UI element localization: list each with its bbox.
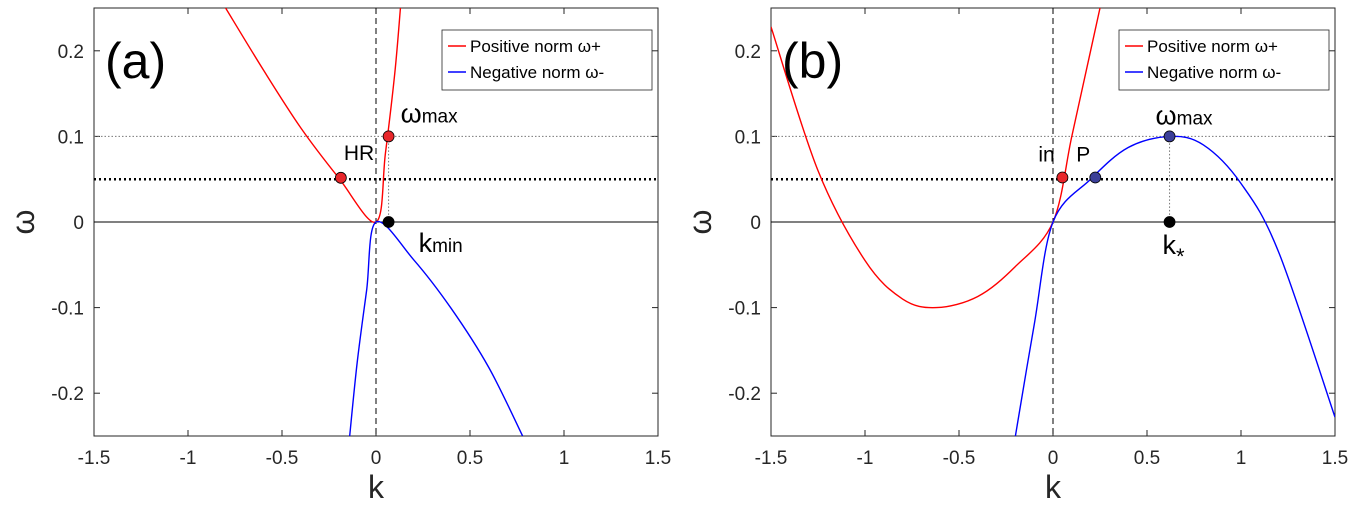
data-point	[334, 171, 347, 184]
legend: Positive norm ω+ Negative norm ω-	[1118, 29, 1330, 91]
y-axis-label: ω	[5, 210, 41, 235]
legend-entry: Positive norm ω+	[1147, 37, 1278, 56]
series-negative-norm	[348, 220, 524, 436]
point-label: P	[1076, 143, 1090, 166]
legend: Positive norm ω+ Negative norm ω-	[441, 29, 653, 91]
plot-content	[771, 8, 1335, 436]
y-axis-label: ω	[682, 210, 718, 235]
y-tick-label: 0	[73, 213, 84, 234]
data-point	[382, 216, 395, 228]
x-tick-label: 1	[1236, 448, 1247, 469]
x-tick-label: 0	[371, 448, 382, 469]
x-tick-label: 0	[1048, 448, 1059, 469]
panel-label: (a)	[105, 33, 166, 89]
point-label-k: k	[419, 228, 433, 258]
x-tick-label: 1	[559, 448, 570, 469]
legend-entry: Negative norm ω-	[1147, 63, 1281, 82]
x-axis-label: k	[368, 469, 385, 505]
y-tick-label: 0	[750, 213, 761, 234]
x-tick-label: -1.5	[78, 448, 111, 469]
point-label-omega: ω	[401, 98, 422, 128]
point-label-sub: max	[422, 106, 458, 127]
x-tick-label: -1.5	[755, 448, 788, 469]
x-axis-label: k	[1045, 469, 1062, 505]
x-tick-label: -0.5	[266, 448, 299, 469]
series-negative-norm	[1014, 135, 1335, 436]
point-label-sub: min	[432, 236, 463, 257]
data-point	[1163, 216, 1176, 228]
point-label-omega: ω	[1156, 100, 1177, 130]
series-positive-norm	[771, 8, 1101, 309]
x-tick-label: 0.5	[457, 448, 483, 469]
legend-box	[1118, 29, 1330, 91]
y-tick-label: -0.1	[51, 299, 84, 320]
panel-label: (b)	[782, 33, 843, 89]
y-tick-label: -0.2	[51, 384, 84, 405]
plot-content	[94, 8, 658, 436]
x-tick-label: 1.5	[645, 448, 671, 469]
data-point	[1089, 171, 1102, 184]
point-label: kmin	[419, 228, 463, 258]
point-label-sub: *	[1176, 244, 1185, 269]
point-label: ωmax	[401, 98, 458, 128]
x-tick-label: 0.5	[1134, 448, 1160, 469]
x-tick-label: 1.5	[1322, 448, 1348, 469]
x-tick-label: -0.5	[943, 448, 976, 469]
point-label: k*	[1163, 230, 1186, 269]
y-tick-label: 0.2	[735, 42, 761, 63]
legend-entry: Positive norm ω+	[470, 37, 601, 56]
data-point	[1163, 130, 1176, 143]
series-positive-norm	[225, 8, 402, 223]
y-tick-label: -0.2	[728, 384, 761, 405]
legend-box	[441, 29, 653, 91]
point-label: in	[1038, 143, 1054, 166]
y-tick-label: 0.1	[735, 127, 761, 148]
point-label: ωmax	[1156, 100, 1213, 130]
chart-panel-a: -1.5 -1 -0.5 0 0.5 1 1.5-0.2-0.100.10.2kωHRωma…	[5, 7, 671, 505]
legend-entry: Negative norm ω-	[470, 63, 604, 82]
point-label-sub: max	[1177, 108, 1213, 129]
x-tick-label: -1	[857, 448, 874, 469]
y-tick-label: 0.2	[58, 42, 84, 63]
point-label: HR	[344, 142, 374, 165]
y-tick-label: -0.1	[728, 299, 761, 320]
data-point	[382, 130, 395, 143]
y-tick-label: 0.1	[58, 127, 84, 148]
x-tick-label: -1	[180, 448, 197, 469]
point-label-k: k	[1163, 230, 1177, 260]
data-point	[1056, 171, 1069, 184]
